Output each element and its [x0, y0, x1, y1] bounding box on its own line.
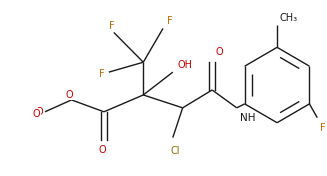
Text: O: O: [35, 107, 43, 117]
Text: F: F: [167, 17, 173, 27]
Text: F: F: [320, 123, 326, 133]
Text: F: F: [109, 21, 115, 32]
Text: O: O: [66, 90, 74, 100]
Text: O: O: [32, 109, 40, 119]
Text: O: O: [98, 144, 106, 155]
Text: CH₃: CH₃: [279, 12, 297, 23]
Text: O: O: [215, 47, 223, 57]
Text: NH: NH: [240, 113, 255, 123]
Text: OH: OH: [178, 60, 193, 70]
Text: Cl: Cl: [170, 146, 180, 156]
Text: F: F: [99, 69, 105, 79]
